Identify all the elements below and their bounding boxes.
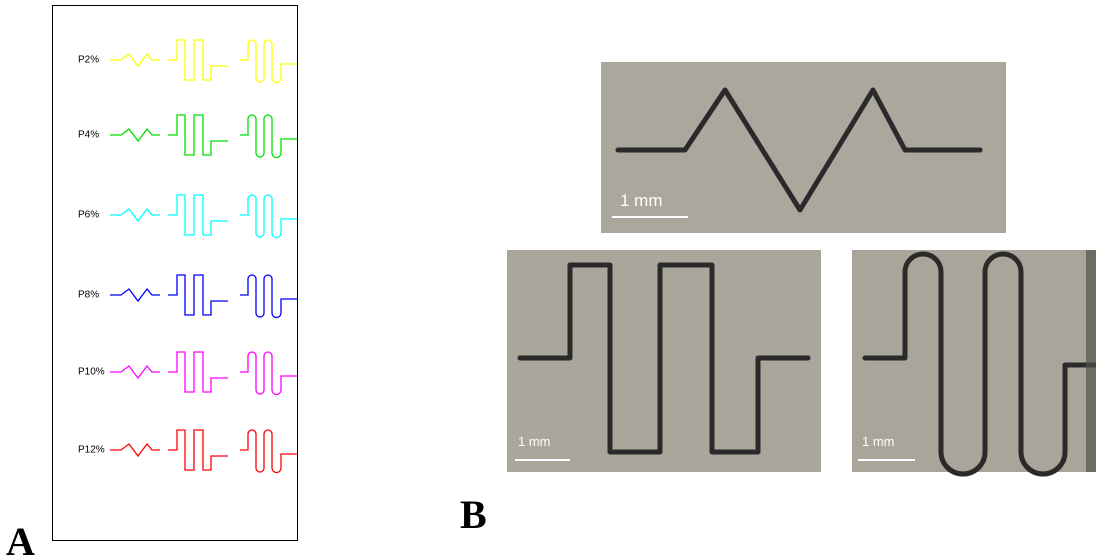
row-label: P2%	[78, 55, 99, 66]
panel-label: B	[460, 492, 487, 537]
figure: P2% P4% P6% P8% P10% P12% A B 1 mm 1 mm 1 mm	[0, 0, 1096, 558]
row-label: P6%	[78, 210, 99, 221]
row-label: P8%	[78, 290, 99, 301]
row-label: P4%	[78, 130, 99, 141]
photo	[507, 250, 821, 472]
photo-edge	[1086, 250, 1096, 472]
scale-bar-label: 1 mm	[620, 191, 663, 210]
row-label: P10%	[78, 367, 105, 378]
scale-bar-label: 1 mm	[518, 434, 551, 449]
panel-a-frame	[53, 6, 298, 541]
scale-bar-label: 1 mm	[862, 434, 895, 449]
panel-label: A	[6, 519, 35, 558]
row-label: P12%	[78, 445, 105, 456]
